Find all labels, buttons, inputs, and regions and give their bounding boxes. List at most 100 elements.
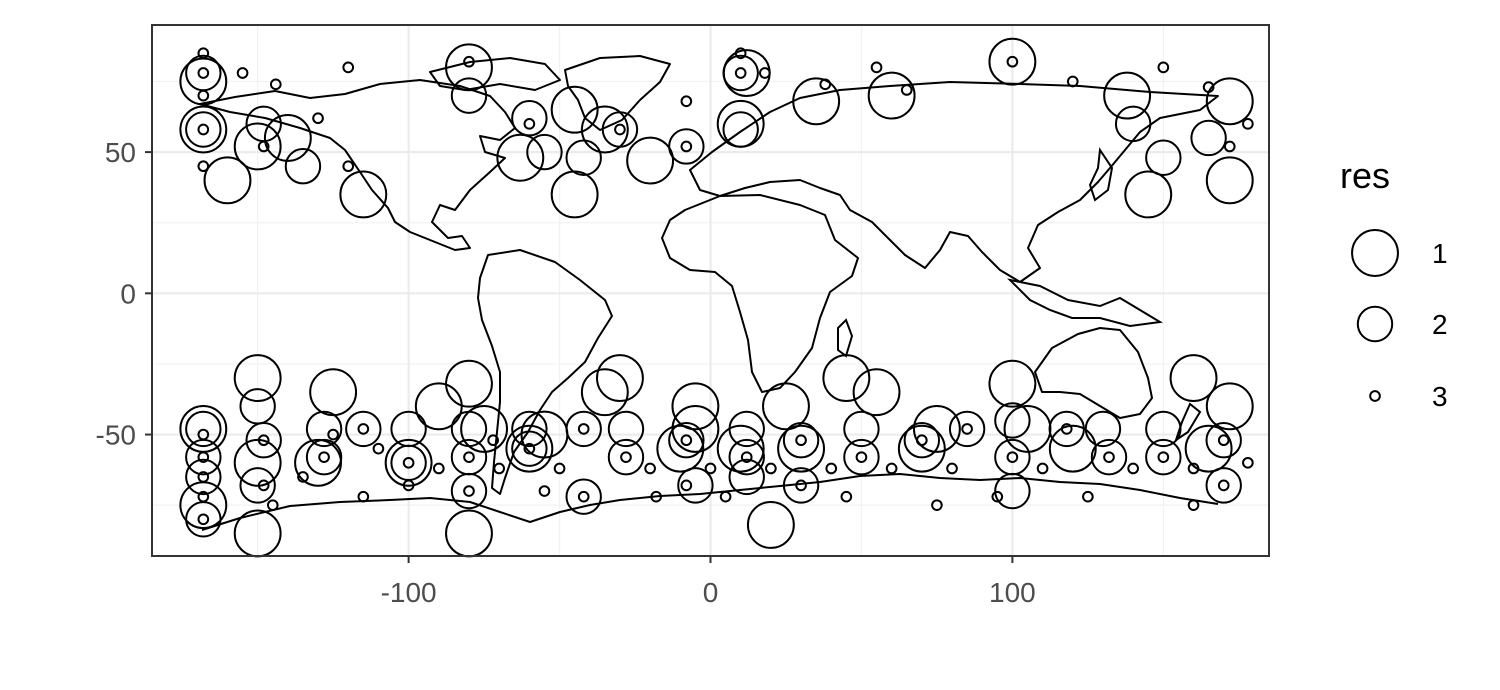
data-point-res-2 — [305, 410, 343, 448]
data-point-res-3 — [357, 423, 370, 435]
data-point-res-3 — [236, 67, 249, 79]
data-point-res-2 — [607, 410, 645, 448]
data-point-res-3 — [1066, 75, 1079, 88]
landmass-africa — [661, 194, 859, 393]
landmass-se-asia-islands — [1006, 278, 1163, 328]
data-point-res-1 — [1103, 71, 1152, 120]
data-point-res-2 — [728, 438, 765, 476]
data-point-res-3 — [795, 434, 807, 447]
data-point-res-3 — [680, 95, 693, 108]
data-point-res-1 — [822, 354, 871, 403]
data-point-res-3 — [795, 479, 807, 492]
data-point-res-3 — [870, 61, 883, 74]
data-point-res-3 — [704, 462, 717, 475]
data-point-res-3 — [825, 462, 838, 475]
data-point-res-1 — [716, 424, 765, 473]
data-point-res-3 — [680, 434, 693, 447]
data-point-res-2 — [305, 438, 343, 476]
data-point-res-1 — [595, 354, 644, 403]
legend: res 1 2 3 — [1340, 155, 1448, 412]
data-point-res-1 — [263, 114, 312, 162]
data-point-res-3 — [1223, 140, 1236, 153]
data-point-res-1 — [867, 71, 916, 120]
data-point-res-2 — [345, 410, 382, 448]
data-point-res-3 — [915, 434, 928, 447]
x-tick-label: -100 — [381, 577, 437, 608]
data-point-res-3 — [197, 451, 210, 463]
data-point-res-2 — [239, 467, 276, 504]
y-tick-label: 0 — [120, 278, 136, 309]
data-point-res-3 — [1157, 61, 1170, 74]
landmass-north-america — [199, 79, 516, 251]
data-point-res-3 — [1202, 81, 1215, 93]
data-point-res-2 — [728, 410, 765, 448]
data-point-res-3 — [614, 123, 626, 136]
data-point-res-2 — [601, 111, 639, 148]
data-point-res-1 — [1048, 424, 1097, 473]
data-point-res-3 — [342, 160, 355, 173]
data-point-res-3 — [900, 84, 913, 96]
data-point-res-1 — [179, 105, 228, 154]
data-point-res-2 — [185, 410, 222, 448]
data-point-res-3 — [1082, 490, 1094, 503]
gridlines — [152, 25, 1269, 556]
data-point-res-3 — [946, 462, 958, 475]
data-point-res-2 — [450, 77, 488, 114]
data-point-res-2 — [677, 467, 714, 504]
data-point-res-1 — [1184, 424, 1233, 473]
data-point-res-3 — [1217, 434, 1230, 447]
data-point-res-3 — [463, 55, 475, 68]
data-point-res-3 — [855, 451, 868, 463]
data-point-res-2 — [1145, 139, 1182, 176]
data-point-res-3 — [523, 118, 536, 130]
data-point-res-2 — [668, 421, 705, 459]
landmass-australia — [1034, 327, 1153, 419]
landmass-eurasia — [689, 81, 1219, 283]
data-point-res-3 — [991, 490, 1004, 503]
data-point-res-2 — [526, 133, 563, 171]
data-point-res-1 — [1205, 382, 1254, 431]
data-point-res-2 — [994, 402, 1031, 439]
data-point-res-2 — [450, 410, 488, 448]
data-point-res-3 — [197, 123, 210, 136]
data-point-res-3 — [765, 462, 777, 475]
data-point-res-1 — [912, 404, 961, 453]
data-point-res-3 — [463, 451, 475, 463]
data-point-res-3 — [197, 428, 210, 441]
data-point-res-2 — [607, 438, 645, 476]
legend-label-3: 3 — [1432, 381, 1448, 412]
data-point-res-3 — [644, 462, 656, 475]
data-point-res-3 — [357, 490, 370, 503]
data-point-res-2 — [511, 99, 548, 137]
data-point-res-3 — [463, 485, 475, 497]
data-point-res-1 — [233, 438, 282, 487]
data-point-res-2 — [728, 458, 765, 496]
data-point-res-3 — [1217, 479, 1230, 492]
data-point-res-1 — [550, 85, 599, 134]
data-point-res-3 — [734, 67, 747, 79]
data-point-res-2 — [843, 410, 880, 448]
data-point-res-2 — [722, 111, 759, 148]
data-point-res-1 — [445, 359, 493, 408]
data-point-res-1 — [852, 368, 901, 417]
data-point-res-1 — [203, 156, 252, 205]
data-point-res-1 — [988, 359, 1037, 408]
data-point-res-3 — [931, 499, 943, 511]
data-point-res-3 — [487, 434, 499, 447]
data-point-res-2 — [511, 410, 548, 448]
data-point-res-1 — [505, 424, 554, 473]
data-point-res-3 — [197, 471, 210, 483]
legend-key-1 — [1351, 229, 1399, 277]
data-point-res-3 — [553, 462, 566, 475]
data-point-res-1 — [496, 133, 545, 182]
data-point-res-2 — [390, 410, 427, 448]
points-layer — [179, 37, 1254, 558]
data-point-res-3 — [257, 479, 270, 492]
data-point-res-1 — [988, 37, 1037, 86]
data-point-res-1 — [792, 77, 841, 126]
data-point-res-3 — [266, 499, 279, 511]
data-point-res-2 — [994, 472, 1031, 510]
data-point-res-2 — [185, 458, 222, 496]
data-point-res-2 — [1190, 119, 1227, 157]
data-point-res-3 — [680, 479, 693, 492]
